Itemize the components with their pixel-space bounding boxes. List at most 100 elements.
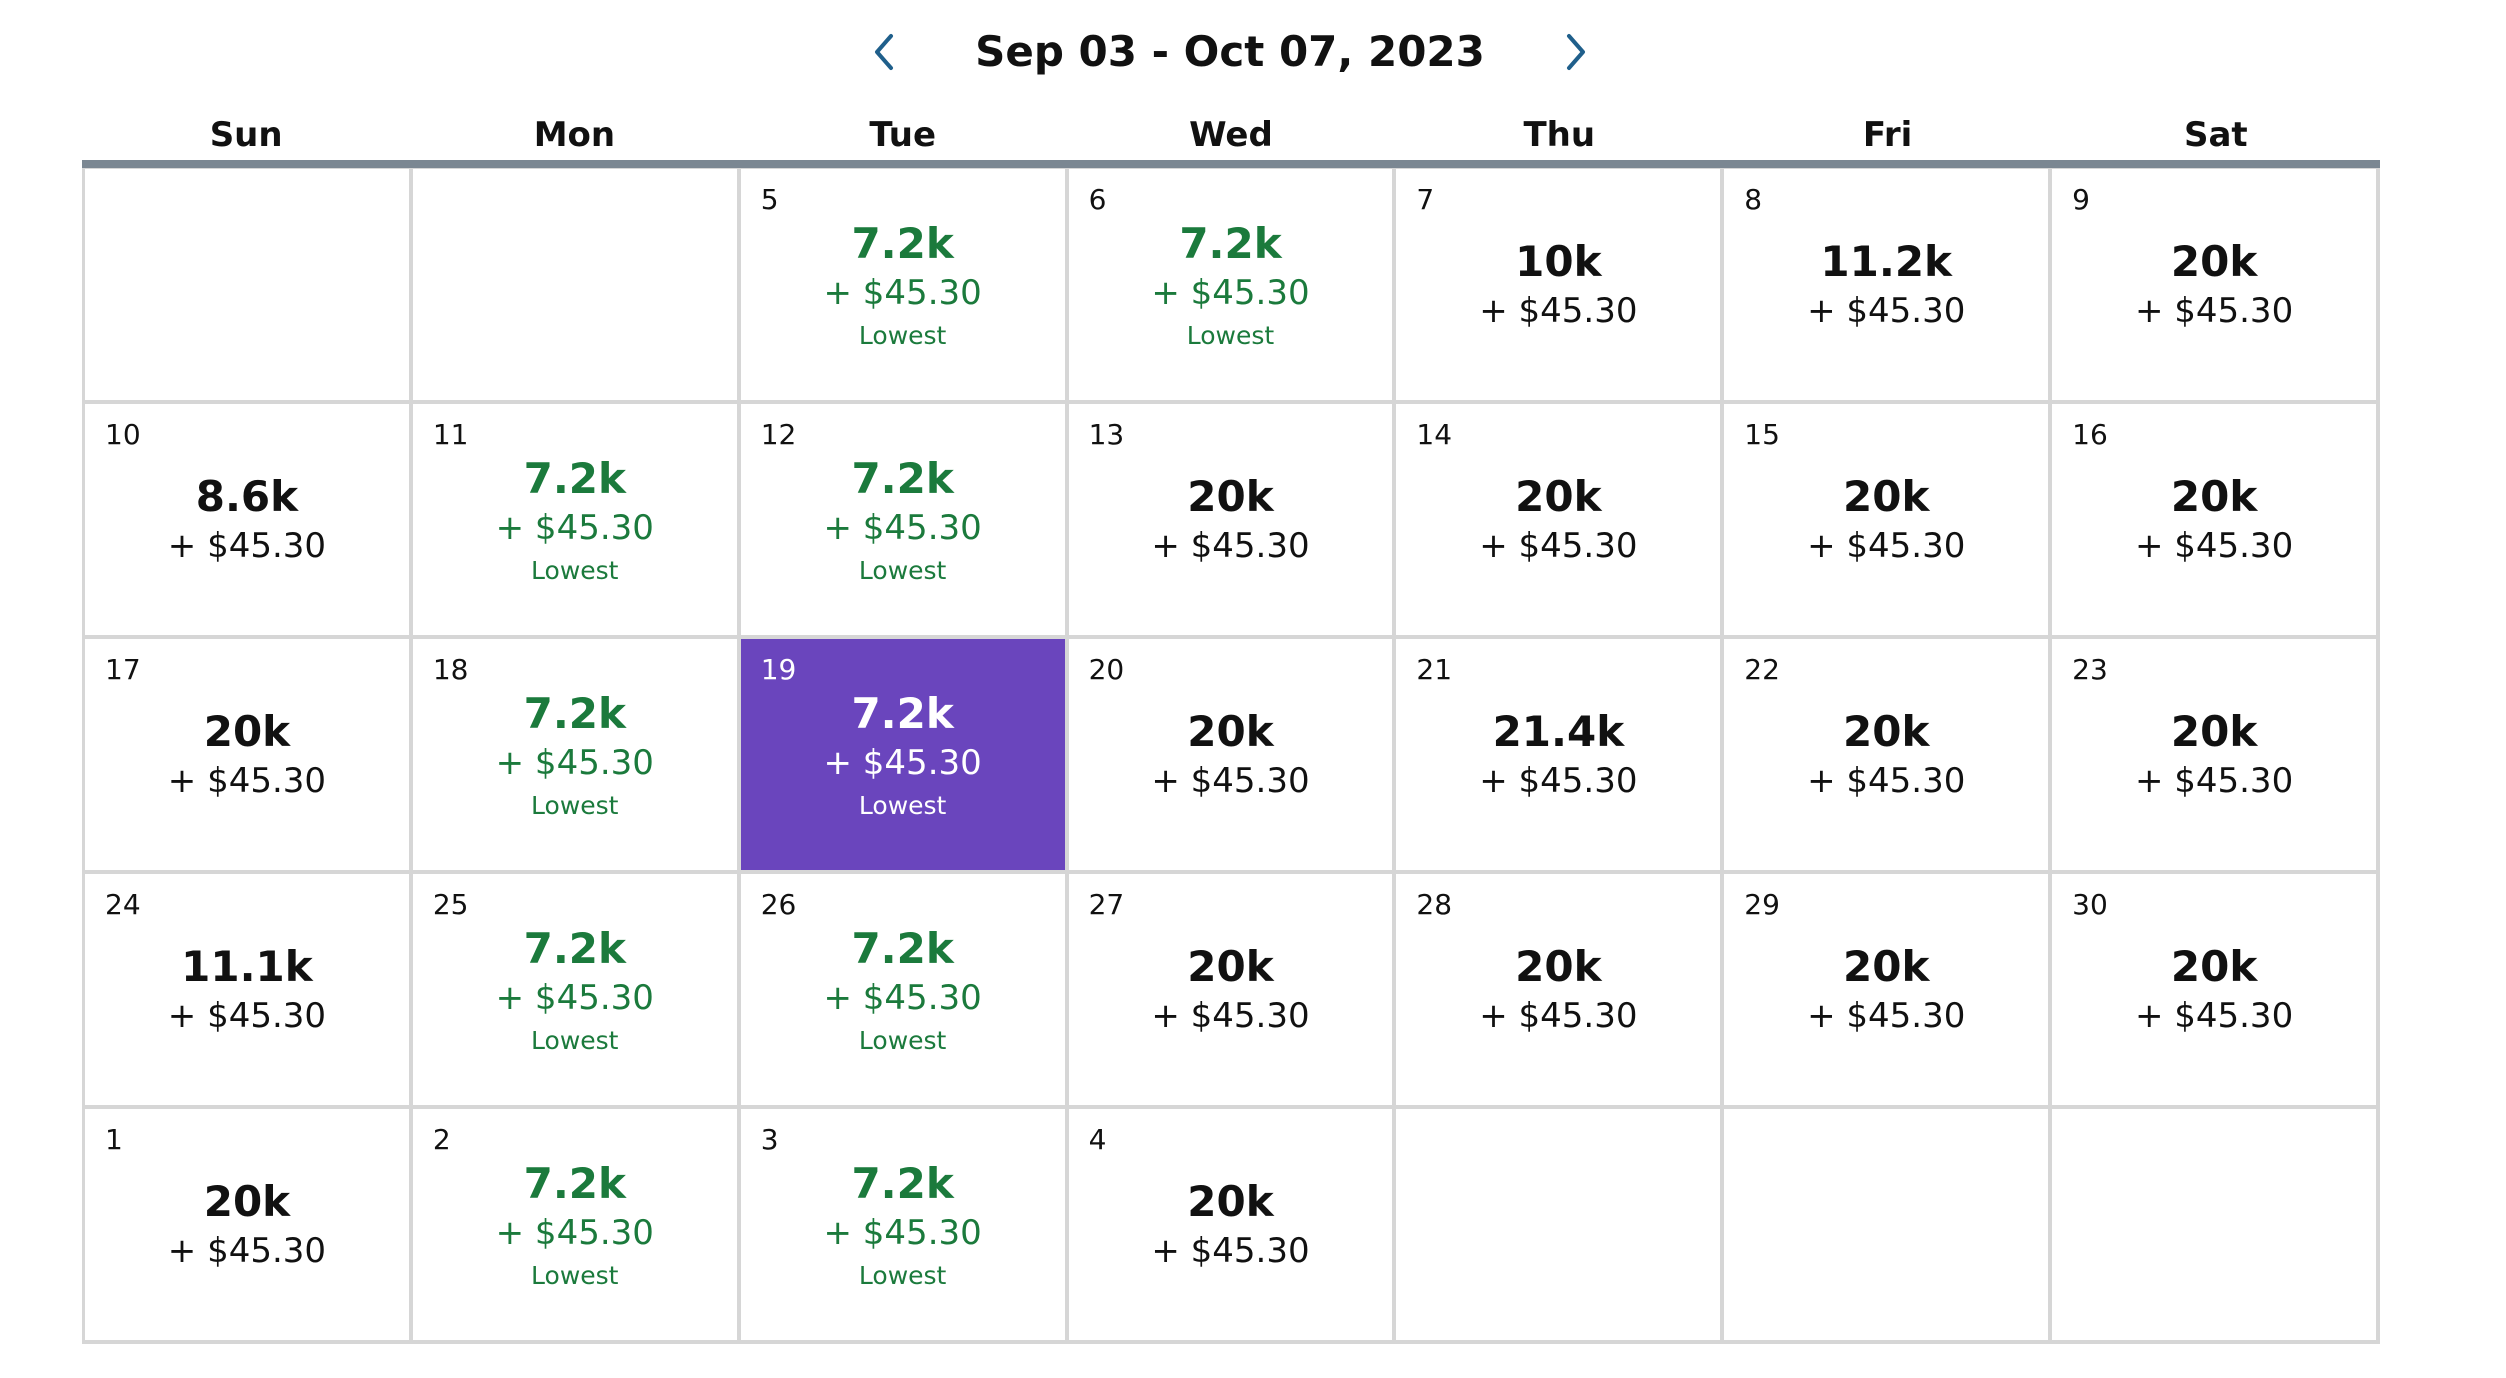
miles-price: 7.2k	[523, 924, 626, 973]
day-number: 23	[2072, 653, 2108, 686]
day-number: 27	[1088, 888, 1125, 921]
day-number: 11	[432, 418, 469, 451]
calendar-day-cell[interactable]: 10 8.6k + $45.30	[85, 404, 413, 639]
weekday-sat: Sat	[2184, 115, 2248, 155]
calendar-day-cell[interactable]: 7 10k + $45.30	[1396, 169, 1725, 404]
fare-info: 20k + $45.30	[85, 1177, 409, 1275]
calendar-day-cell[interactable]: 8 11.2k + $45.30	[1724, 169, 2053, 404]
miles-price: 7.2k	[851, 689, 954, 738]
day-number: 17	[105, 653, 141, 686]
calendar-day-cell[interactable]: 24 11.1k + $45.30	[85, 874, 413, 1109]
calendar-day-cell[interactable]: 25 7.2k + $45.30 Lowest	[412, 874, 741, 1109]
fare-info: 7.2k + $45.30 Lowest	[741, 689, 1065, 825]
miles-price: 7.2k	[523, 454, 626, 503]
calendar-day-cell[interactable]: 1 20k + $45.30	[85, 1109, 413, 1344]
weekday-wed: Wed	[1189, 115, 1273, 155]
fare-info: 20k + $45.30	[85, 707, 409, 805]
day-number: 16	[2072, 418, 2108, 451]
miles-price: 7.2k	[851, 924, 954, 973]
calendar-day-cell[interactable]: 3 7.2k + $45.30 Lowest	[740, 1109, 1069, 1344]
fare-info: 7.2k + $45.30 Lowest	[741, 924, 1065, 1060]
calendar-day-cell[interactable]: 16 20k + $45.30	[2052, 404, 2380, 639]
miles-price: 8.6k	[195, 472, 299, 521]
calendar-day-cell-selected[interactable]: 19 7.2k + $45.30 Lowest	[740, 639, 1069, 874]
cash-fee: + $45.30	[1807, 761, 1966, 801]
miles-price: 20k	[1187, 707, 1274, 756]
calendar-day-cell[interactable]: 20 20k + $45.30	[1068, 639, 1397, 874]
day-number: 7	[1416, 183, 1435, 216]
fare-info: 10k + $45.30	[1396, 237, 1720, 335]
miles-price: 21.4k	[1492, 707, 1625, 756]
weekday-mon: Mon	[533, 115, 616, 155]
chevron-right-icon	[1567, 34, 1585, 70]
miles-price: 20k	[1515, 942, 1602, 991]
calendar-day-cell[interactable]: 27 20k + $45.30	[1068, 874, 1397, 1109]
calendar-day-cell[interactable]: 9 20k + $45.30	[2052, 169, 2380, 404]
lowest-label: Lowest	[531, 791, 619, 820]
chevron-left-icon	[875, 34, 893, 70]
miles-price: 20k	[1843, 472, 1930, 521]
fare-info: 20k + $45.30	[2052, 942, 2376, 1040]
calendar-day-cell[interactable]: 29 20k + $45.30	[1724, 874, 2053, 1109]
calendar-day-cell[interactable]: 22 20k + $45.30	[1724, 639, 2053, 874]
miles-price: 20k	[2170, 237, 2258, 286]
fare-info: 7.2k + $45.30 Lowest	[741, 1159, 1065, 1295]
weekday-fri: Fri	[1862, 115, 1913, 155]
calendar-day-cell[interactable]: 21 21.4k + $45.30	[1396, 639, 1725, 874]
day-number: 25	[432, 888, 469, 921]
day-number: 8	[1744, 183, 1763, 216]
calendar-day-cell[interactable]: 2 7.2k + $45.30 Lowest	[412, 1109, 741, 1344]
previous-range-button[interactable]	[856, 24, 912, 80]
fare-info: 20k + $45.30	[2052, 472, 2376, 570]
fare-info: 7.2k + $45.30 Lowest	[741, 219, 1065, 355]
calendar-day-cell[interactable]: 23 20k + $45.30	[2052, 639, 2380, 874]
cash-fee: + $45.30	[1151, 996, 1310, 1036]
cash-fee: + $45.30	[1151, 1231, 1310, 1271]
calendar-day-cell[interactable]: 6 7.2k + $45.30 Lowest	[1068, 169, 1397, 404]
calendar-day-cell[interactable]: 26 7.2k + $45.30 Lowest	[740, 874, 1069, 1109]
lowest-label: Lowest	[858, 556, 947, 585]
miles-price: 20k	[1843, 707, 1930, 756]
calendar-day-cell[interactable]: 17 20k + $45.30	[85, 639, 413, 874]
cash-fee: + $45.30	[2134, 996, 2294, 1036]
calendar-day-cell[interactable]: 30 20k + $45.30	[2052, 874, 2380, 1109]
miles-price: 20k	[2170, 472, 2258, 521]
day-number: 18	[432, 653, 469, 686]
weekday-sun: Sun	[209, 115, 283, 155]
cash-fee: + $45.30	[823, 978, 982, 1018]
weekday-tue: Tue	[869, 115, 937, 155]
miles-price: 20k	[1187, 942, 1274, 991]
fare-calendar: Sun Mon Tue Wed Thu Fri Sat 5 7.2k + $45.3…	[82, 110, 2380, 1344]
fare-info: 20k + $45.30	[1724, 707, 2048, 805]
lowest-label: Lowest	[531, 556, 619, 585]
calendar-day-cell[interactable]: 11 7.2k + $45.30 Lowest	[412, 404, 741, 639]
day-number: 24	[105, 888, 141, 921]
day-number: 19	[760, 653, 797, 686]
calendar-day-empty	[85, 169, 413, 404]
cash-fee: + $45.30	[495, 743, 654, 783]
calendar-day-cell[interactable]: 14 20k + $45.30	[1396, 404, 1725, 639]
fare-info: 20k + $45.30	[1724, 942, 2048, 1040]
cash-fee: + $45.30	[1807, 291, 1966, 331]
next-range-button[interactable]	[1548, 24, 1604, 80]
calendar-day-empty	[1396, 1109, 1725, 1344]
calendar-day-cell[interactable]: 13 20k + $45.30	[1068, 404, 1397, 639]
calendar-day-cell[interactable]: 12 7.2k + $45.30 Lowest	[740, 404, 1069, 639]
miles-price: 7.2k	[851, 219, 954, 268]
cash-fee: + $45.30	[167, 761, 327, 801]
weekday-thu: Thu	[1523, 115, 1596, 155]
cash-fee: + $45.30	[2134, 761, 2294, 801]
calendar-day-empty	[412, 169, 741, 404]
day-number: 30	[2072, 888, 2108, 921]
cash-fee: + $45.30	[823, 508, 982, 548]
calendar-day-cell[interactable]: 5 7.2k + $45.30 Lowest	[740, 169, 1069, 404]
calendar-day-cell[interactable]: 18 7.2k + $45.30 Lowest	[412, 639, 741, 874]
fare-info: 7.2k + $45.30 Lowest	[1069, 219, 1393, 355]
lowest-label: Lowest	[858, 321, 947, 350]
calendar-day-cell[interactable]: 28 20k + $45.30	[1396, 874, 1725, 1109]
day-number: 14	[1416, 418, 1453, 451]
calendar-day-cell[interactable]: 15 20k + $45.30	[1724, 404, 2053, 639]
calendar-day-cell[interactable]: 4 20k + $45.30	[1068, 1109, 1397, 1344]
lowest-label: Lowest	[858, 1261, 947, 1290]
day-number: 2	[432, 1123, 451, 1156]
